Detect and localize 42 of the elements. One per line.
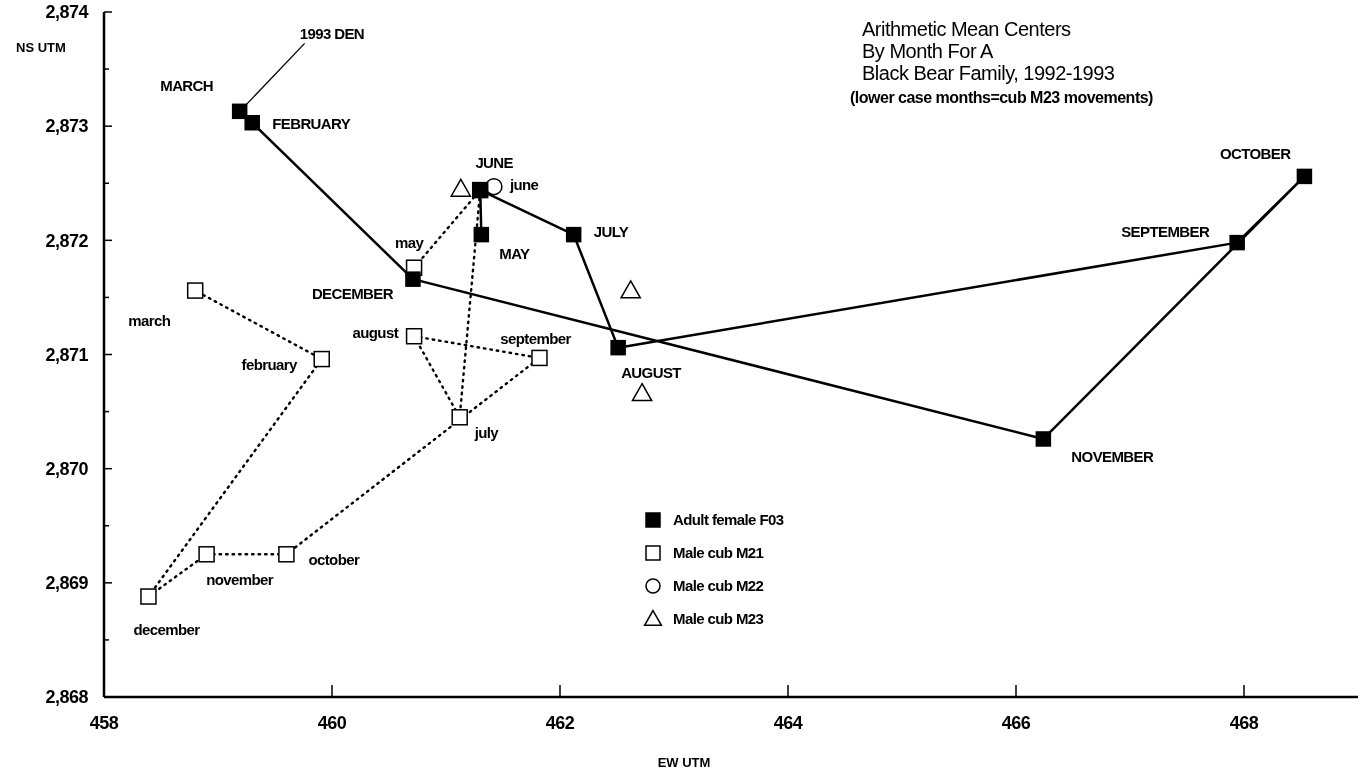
annotation: november [206,571,274,589]
legend-label: Adult female F03 [673,511,784,529]
annotation: 1993 DEN [299,25,365,43]
annotation: march [128,311,171,329]
annotation: MARCH [160,77,214,95]
annotation: FEBRUARY [272,114,351,132]
annotation: OCTOBER [1219,145,1292,163]
annotation: august [352,324,399,342]
legend-label: Male cub M23 [673,610,764,628]
annotation: AUGUST [621,363,682,381]
annotation: DECEMBER [311,285,394,303]
y-tick-label: 2,868 [45,687,89,708]
annotation: SEPTEMBER [1121,222,1210,240]
y-tick-label: 2,873 [45,116,89,137]
annotation: july [473,424,500,442]
annotation: october [308,551,360,569]
annotation: september [500,329,572,347]
annotation: december [133,620,201,638]
annotation: may [394,233,425,251]
x-axis-title: EW UTM [657,755,711,770]
x-tick-label: 460 [317,713,347,733]
x-tick-label: 466 [1001,713,1031,733]
annotation: MAY [499,244,531,262]
x-tick-label: 462 [545,713,575,733]
legend-label: Male cub M21 [673,544,764,562]
y-axis-title: NS UTM [16,40,66,55]
annotation: JUNE [475,154,514,172]
legend-label: Male cub M22 [673,577,764,595]
y-tick-label: 2,871 [45,344,89,365]
text: Arithmetic Mean Centers By Month For A Black Bear Family, 1992-1993 [862,18,1115,84]
annotation: february [241,356,298,374]
annotation: JULY [593,222,629,240]
x-tick-label: 458 [89,713,119,733]
annotation: NOVEMBER [1071,447,1154,465]
y-tick-label: 2,874 [45,2,89,23]
y-tick-label: 2,870 [45,458,89,479]
annotation: june [508,175,539,193]
x-tick-label: 464 [773,713,803,733]
y-tick-label: 2,872 [45,230,89,251]
y-tick-label: 2,869 [45,573,89,594]
text: (lower case months=cub M23 movements) [850,89,1154,106]
x-tick-label: 468 [1229,713,1259,733]
